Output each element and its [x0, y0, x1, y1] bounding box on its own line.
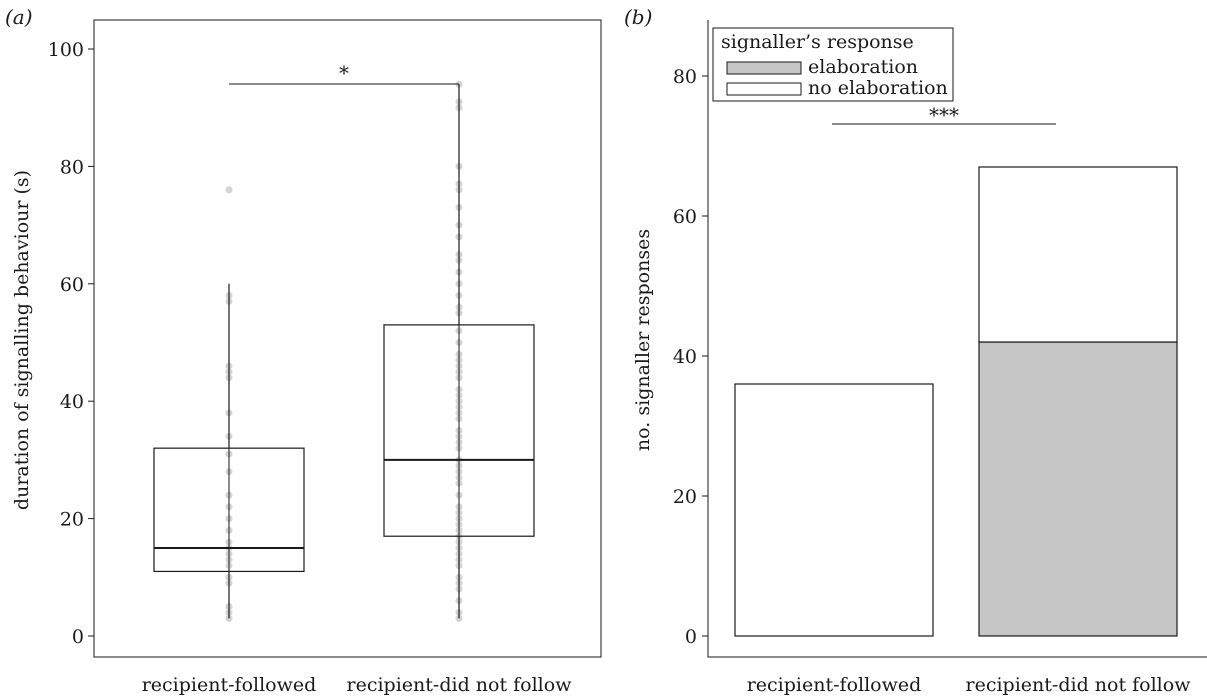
y-tick-label: 20 — [673, 486, 697, 508]
legend-label-no-elaboration: no elaboration — [808, 77, 948, 99]
panel-b-label: (b) — [624, 5, 652, 29]
x-category-label: recipient-followed — [142, 674, 317, 696]
y-tick-label: 40 — [60, 391, 84, 413]
y-tick-label: 80 — [673, 66, 697, 88]
panel-a-y-axis-title: duration of signalling behaviour (s) — [11, 170, 33, 510]
panel-b-x-axis: recipient-followed recipient-did not foll… — [747, 674, 1191, 696]
panel-a-y-axis: 0 20 40 60 80 100 — [48, 39, 94, 648]
y-tick-label: 0 — [72, 626, 84, 648]
panel-b-bars — [734, 166, 1178, 637]
y-tick-label: 100 — [48, 39, 84, 61]
x-category-label: recipient-did not follow — [966, 674, 1192, 696]
panel-b: (b) 0 20 40 60 80 no. signaller responses **… — [624, 5, 1207, 696]
panel-a-boxes — [153, 84, 535, 619]
panel-a: (a) 0 20 40 60 80 100 duration of signalling … — [5, 5, 602, 696]
legend-label-elaboration: elaboration — [808, 56, 918, 78]
legend-swatch-elaboration — [726, 61, 802, 75]
legend-swatch-no-elaboration — [726, 82, 802, 96]
x-category-label: recipient-followed — [747, 674, 922, 696]
panel-b-legend: signaller’s response elaboration no elab… — [712, 27, 954, 102]
bar-elaboration-recipient-did-not-follow — [978, 341, 1178, 637]
y-tick-label: 40 — [673, 346, 697, 368]
panel-b-y-axis-title: no. signaller responses — [632, 229, 654, 451]
bar-no-elaboration-recipient-followed — [734, 383, 934, 637]
data-point-recipient-followed — [225, 186, 233, 194]
panel-a-significance-marker: * — [339, 61, 349, 85]
panel-b-axes — [707, 20, 1207, 658]
panel-a-points — [225, 80, 463, 622]
bar-no-elaboration-recipient-did-not-follow — [978, 166, 1178, 343]
panel-a-x-axis: recipient-followed recipient-did not foll… — [142, 674, 572, 696]
y-tick-label: 20 — [60, 509, 84, 531]
y-tick-label: 60 — [673, 206, 697, 228]
panel-b-y-axis: 0 20 40 60 80 — [673, 66, 708, 648]
panel-a-frame — [93, 19, 602, 658]
legend-title: signaller’s response — [721, 31, 914, 53]
y-tick-label: 80 — [60, 156, 84, 178]
panel-b-significance-marker: *** — [929, 103, 959, 127]
y-tick-label: 0 — [685, 626, 697, 648]
panel-a-label: (a) — [5, 5, 33, 29]
x-category-label: recipient-did not follow — [347, 674, 573, 696]
y-tick-label: 60 — [60, 274, 84, 296]
